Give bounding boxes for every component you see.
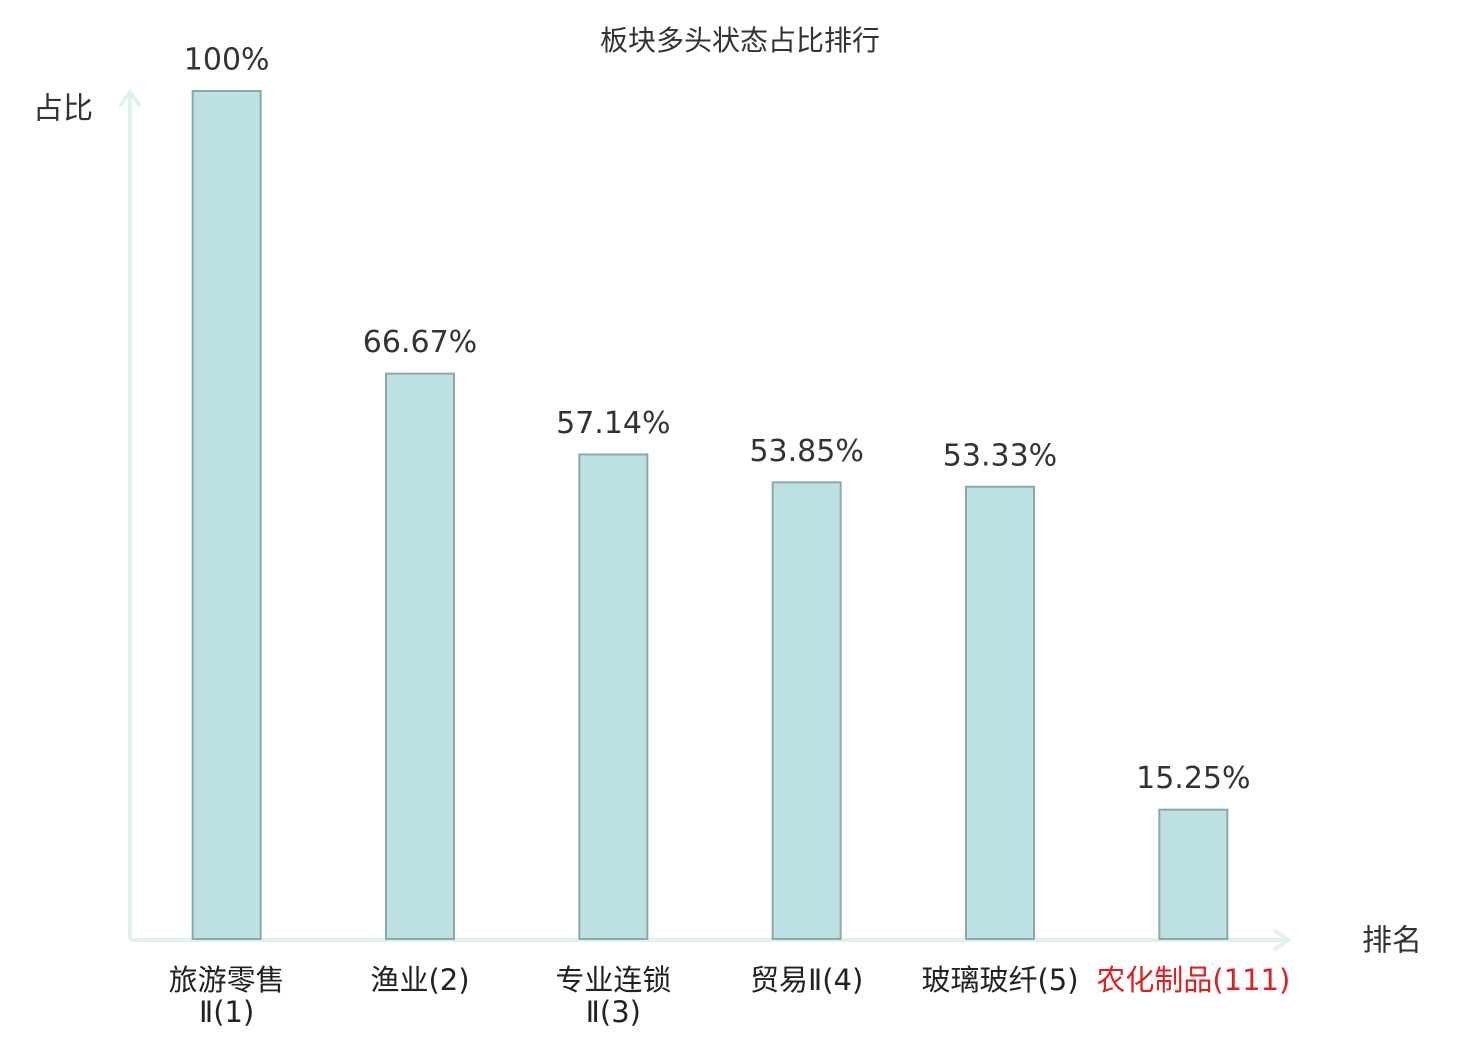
bar <box>578 453 649 940</box>
x-axis-label: 排名 <box>1362 924 1422 959</box>
bar <box>385 372 455 940</box>
bar <box>1158 808 1229 940</box>
value-label: 66.67% <box>363 325 477 360</box>
bar <box>191 90 262 940</box>
x-axis-arrow <box>1272 928 1292 952</box>
value-label: 100% <box>184 43 270 78</box>
x-tick-label: 渔业(2) <box>370 963 470 997</box>
bar <box>965 485 1035 940</box>
y-axis-arrow <box>118 88 142 108</box>
chart-title: 板块多头状态占比排行 <box>600 24 880 57</box>
value-label: 57.14% <box>556 406 670 441</box>
axes <box>118 88 1292 952</box>
x-tick-label: 玻璃玻纤(5) <box>921 963 1079 997</box>
bar <box>771 481 842 940</box>
value-label: 15.25% <box>1136 761 1250 796</box>
x-tick-label: 农化制品(111) <box>1096 963 1291 997</box>
x-tick-label: 贸易Ⅱ(4) <box>749 963 864 997</box>
x-tick-label: 旅游零售 Ⅱ(1) <box>168 963 285 1029</box>
value-label: 53.85% <box>749 434 863 469</box>
value-label: 53.33% <box>943 438 1057 473</box>
x-tick-label: 专业连锁 Ⅱ(3) <box>555 963 672 1029</box>
y-axis-label: 占比 <box>33 92 93 127</box>
